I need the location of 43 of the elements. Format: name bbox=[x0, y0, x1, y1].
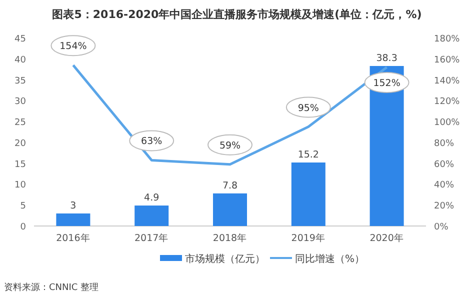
y-tick-label: 45 bbox=[14, 34, 26, 44]
y2-tick-label: 80% bbox=[434, 138, 454, 149]
y2-tick-label: 120% bbox=[434, 97, 460, 108]
data-label: 7.8 bbox=[222, 180, 238, 192]
legend-label: 市场规模（亿元） bbox=[185, 253, 265, 265]
y2-tick-label: 140% bbox=[434, 76, 460, 86]
y2-tick-label: 40% bbox=[434, 180, 454, 191]
x-tick-label: 2018年 bbox=[212, 232, 248, 244]
y2-tick-label: 60% bbox=[434, 160, 454, 170]
data-label: 63% bbox=[141, 136, 162, 148]
bar bbox=[291, 162, 326, 226]
data-label: 95% bbox=[298, 102, 319, 114]
y2-tick-label: 180% bbox=[434, 34, 460, 44]
data-label: 3 bbox=[70, 200, 76, 212]
x-tick-label: 2019年 bbox=[291, 232, 326, 244]
y2-tick-label: 0% bbox=[434, 222, 449, 232]
y-tick-label: 20 bbox=[14, 138, 26, 149]
bar bbox=[213, 193, 247, 226]
data-label: 59% bbox=[219, 140, 241, 152]
legend-label: 同比增速（%） bbox=[295, 253, 365, 265]
data-label: 38.3 bbox=[376, 52, 398, 64]
y-tick-label: 40 bbox=[14, 55, 26, 66]
y-tick-label: 35 bbox=[14, 76, 26, 86]
x-tick-label: 2016年 bbox=[56, 232, 90, 244]
y-tick-label: 10 bbox=[14, 180, 26, 191]
y-tick-label: 25 bbox=[14, 118, 26, 128]
text: 资料来源：CNNIC 整理 bbox=[4, 282, 99, 293]
data-label: 15.2 bbox=[298, 150, 319, 160]
y-tick-label: 15 bbox=[14, 160, 26, 170]
data-label: 152% bbox=[373, 78, 400, 89]
bar bbox=[134, 206, 169, 226]
data-label: 4.9 bbox=[144, 192, 160, 204]
y2-tick-label: 160% bbox=[434, 55, 460, 66]
data-label: 154% bbox=[60, 41, 87, 52]
y2-tick-label: 20% bbox=[434, 202, 454, 212]
y-tick-label: 30 bbox=[14, 97, 26, 108]
x-tick-label: 2017年 bbox=[134, 232, 169, 244]
x-tick-label: 2020年 bbox=[370, 232, 404, 244]
y2-tick-label: 100% bbox=[434, 118, 460, 128]
y-tick-label: 0 bbox=[20, 222, 26, 232]
y-tick-label: 5 bbox=[20, 202, 26, 212]
bar bbox=[56, 213, 90, 226]
chart-title: 图表5：2016-2020年中国企业直播服务市场规模及增速(单位：亿元，%) bbox=[52, 8, 422, 21]
